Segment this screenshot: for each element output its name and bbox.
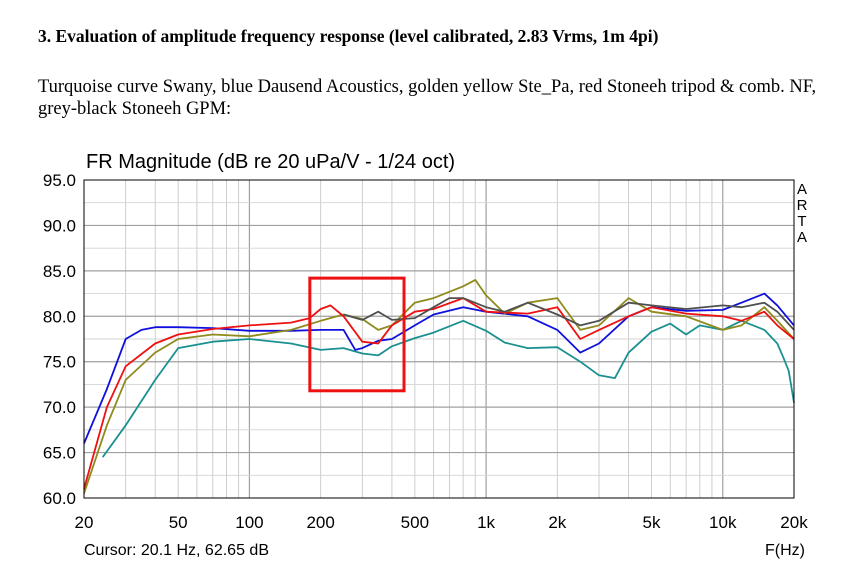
x-tick-label: 2k <box>548 513 566 532</box>
y-tick-label: 85.0 <box>43 262 76 281</box>
curve-description: Turquoise curve Swany, blue Dausend Acou… <box>38 77 817 119</box>
series-line-3 <box>83 279 795 494</box>
x-axis-ticks: 20 50 100 200 500 1k 2k 5k 10k 20k <box>75 513 809 532</box>
y-axis-ticks: 60.0 65.0 70.0 75.0 80.0 85.0 90.0 95.0 <box>43 171 76 508</box>
x-tick-label: 20k <box>780 513 808 532</box>
x-tick-label: 1k <box>477 513 495 532</box>
cursor-readout: Cursor: 20.1 Hz, 62.65 dB <box>84 542 269 559</box>
series-layer <box>83 279 795 494</box>
y-tick-label: 90.0 <box>43 216 76 235</box>
watermark-letter: A <box>797 229 807 246</box>
series-line-2 <box>83 292 795 444</box>
series-line-1 <box>101 319 795 458</box>
y-tick-label: 75.0 <box>43 353 76 372</box>
x-axis-label: F(Hz) <box>765 542 805 559</box>
watermark-letter: R <box>797 197 808 214</box>
y-tick-label: 65.0 <box>43 444 76 463</box>
y-tick-label: 95.0 <box>43 171 76 190</box>
x-tick-label: 500 <box>401 513 429 532</box>
x-tick-label: 50 <box>169 513 188 532</box>
section-heading: 3. Evaluation of amplitude frequency res… <box>38 26 659 46</box>
y-tick-label: 70.0 <box>43 398 76 417</box>
plot-frame <box>83 179 795 499</box>
x-tick-label: 200 <box>306 513 334 532</box>
watermark-letter: A <box>797 181 807 198</box>
x-tick-label: 10k <box>709 513 737 532</box>
chart-title: FR Magnitude (dB re 20 uPa/V - 1/24 oct) <box>86 151 455 173</box>
x-tick-label: 5k <box>643 513 661 532</box>
y-tick-label: 60.0 <box>43 489 76 508</box>
watermark-letter: T <box>797 213 806 230</box>
x-tick-label: 20 <box>75 513 94 532</box>
series-line-4 <box>83 297 795 490</box>
chart-grid <box>84 180 794 498</box>
highlight-box <box>308 276 406 393</box>
y-tick-label: 80.0 <box>43 307 76 326</box>
x-tick-label: 100 <box>235 513 263 532</box>
